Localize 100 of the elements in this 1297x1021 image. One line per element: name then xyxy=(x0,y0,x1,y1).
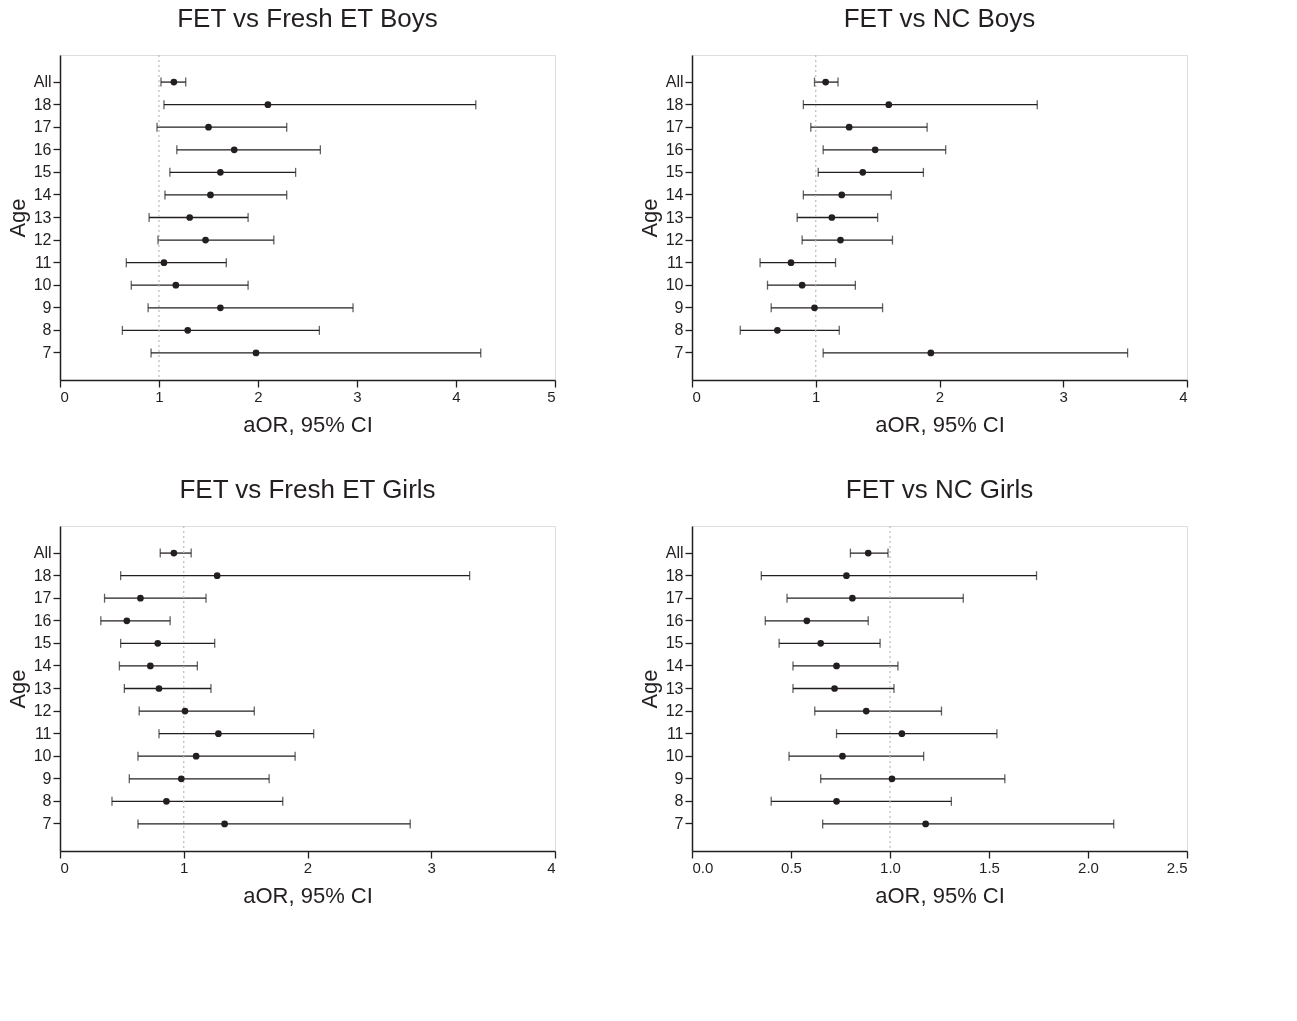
y-axis-title: Age xyxy=(4,669,30,709)
x-axis-title: aOR, 95% CI xyxy=(243,411,373,437)
y-tick-label: 16 xyxy=(665,140,684,158)
y-tick-label: 18 xyxy=(33,566,52,584)
y-tick-label: 11 xyxy=(34,253,52,271)
x-tick-label: 4 xyxy=(547,858,556,876)
point xyxy=(155,685,163,692)
y-axis-title: Age xyxy=(636,669,662,709)
y-tick-label: 13 xyxy=(665,208,684,226)
y-tick-label: All xyxy=(33,73,52,91)
point xyxy=(898,730,906,737)
point xyxy=(170,78,178,86)
y-tick-label: 7 xyxy=(42,814,52,832)
point xyxy=(774,327,781,334)
point xyxy=(221,820,228,828)
point xyxy=(192,752,200,760)
point xyxy=(837,236,844,244)
chart-title: FET vs Fresh ET Girls xyxy=(179,474,436,505)
point xyxy=(177,775,185,783)
y-tick-label: 15 xyxy=(665,634,684,652)
point xyxy=(864,549,872,557)
point xyxy=(838,191,846,199)
point xyxy=(833,798,840,805)
point xyxy=(828,214,836,221)
point xyxy=(186,214,194,221)
point xyxy=(885,101,893,108)
x-tick-label: 0.0 xyxy=(692,858,714,876)
y-tick-label: 17 xyxy=(33,589,52,607)
y-tick-label: 9 xyxy=(674,298,684,316)
y-tick-label: 10 xyxy=(33,276,52,294)
point xyxy=(215,730,222,737)
point xyxy=(217,169,224,176)
point xyxy=(184,327,192,334)
x-axis-title: aOR, 95% CI xyxy=(875,882,1005,908)
y-tick-label: 17 xyxy=(33,118,52,136)
x-tick-label: 4 xyxy=(1179,387,1188,405)
x-tick-label: 1.0 xyxy=(880,858,901,876)
point xyxy=(213,572,221,579)
y-tick-label: 12 xyxy=(665,702,684,720)
y-tick-label: 18 xyxy=(665,95,684,113)
y-tick-label: 9 xyxy=(42,298,52,316)
chart-title: FET vs Fresh ET Boys xyxy=(177,3,438,34)
y-tick-label: All xyxy=(665,544,684,562)
y-tick-label: 7 xyxy=(674,343,684,361)
point xyxy=(845,123,853,131)
y-tick-label: 15 xyxy=(665,163,684,181)
y-tick-label: 8 xyxy=(674,792,684,810)
y-tick-label: 13 xyxy=(665,679,684,697)
x-tick-label: 2 xyxy=(303,858,313,876)
point xyxy=(798,281,806,289)
y-tick-label: 12 xyxy=(33,702,52,720)
x-tick-label: 1.5 xyxy=(979,858,1000,876)
y-tick-label: 15 xyxy=(33,163,52,181)
y-tick-label: All xyxy=(665,73,684,91)
point xyxy=(811,304,818,312)
x-tick-label: 1 xyxy=(812,387,821,405)
y-tick-label: 11 xyxy=(666,724,684,742)
point xyxy=(207,191,214,199)
y-tick-label: 8 xyxy=(674,321,684,339)
point xyxy=(822,78,829,86)
y-tick-label: 10 xyxy=(33,747,52,765)
point xyxy=(871,146,879,154)
x-tick-label: 2.0 xyxy=(1078,858,1099,876)
point xyxy=(205,123,212,131)
point xyxy=(163,798,170,805)
point xyxy=(862,707,870,715)
y-tick-label: 14 xyxy=(665,656,684,674)
y-tick-label: 17 xyxy=(665,118,684,136)
x-tick-label: 4 xyxy=(452,387,461,405)
point xyxy=(888,775,896,783)
point xyxy=(839,752,846,760)
y-tick-label: 11 xyxy=(34,724,52,742)
y-tick-label: 18 xyxy=(33,95,52,113)
y-tick-label: 13 xyxy=(33,679,52,697)
point xyxy=(817,640,825,647)
point xyxy=(787,259,795,266)
y-tick-label: 9 xyxy=(42,769,52,787)
point xyxy=(181,707,189,715)
y-tick-label: 8 xyxy=(42,792,52,810)
point xyxy=(859,169,867,176)
x-tick-label: 0 xyxy=(692,387,701,405)
point xyxy=(160,259,168,266)
y-tick-label: 14 xyxy=(665,185,684,203)
x-axis-title: aOR, 95% CI xyxy=(875,411,1005,437)
point xyxy=(137,594,144,602)
y-axis-title: Age xyxy=(636,198,662,238)
y-tick-label: 10 xyxy=(665,747,684,765)
point xyxy=(849,594,856,602)
y-tick-label: 15 xyxy=(33,634,52,652)
y-tick-label: 11 xyxy=(666,253,684,271)
x-tick-label: 0 xyxy=(60,858,69,876)
y-tick-label: All xyxy=(33,544,52,562)
point xyxy=(123,617,131,625)
y-tick-label: 12 xyxy=(665,231,684,249)
x-tick-label: 2.5 xyxy=(1166,858,1188,876)
point xyxy=(230,146,238,154)
x-tick-label: 3 xyxy=(353,387,362,405)
y-tick-label: 18 xyxy=(665,566,684,584)
x-tick-label: 0 xyxy=(60,387,69,405)
point xyxy=(264,101,272,108)
